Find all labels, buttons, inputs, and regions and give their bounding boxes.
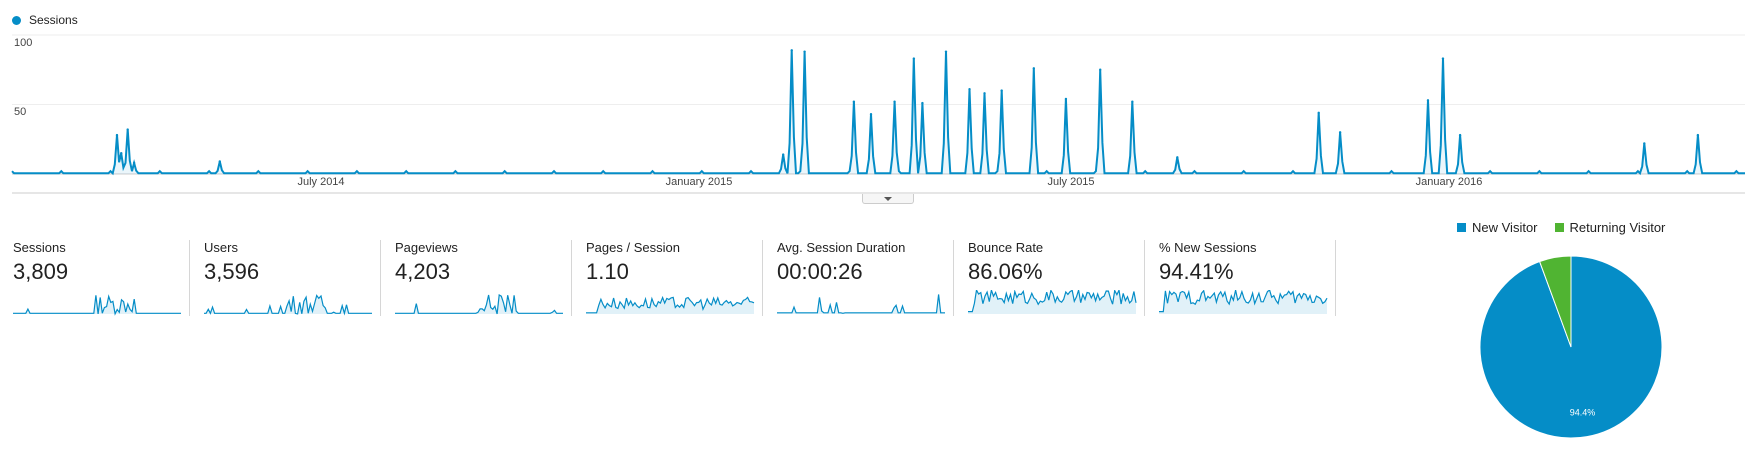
chevron-down-icon <box>884 196 892 201</box>
sessions-point <box>1099 68 1102 71</box>
pie-data-label: 94.4% <box>1570 408 1596 418</box>
sessions-point <box>983 92 986 95</box>
sessions-sparkline <box>13 294 181 316</box>
sessions-point <box>781 153 785 156</box>
sparkline-line <box>395 294 563 315</box>
metric-label: Bounce Rate <box>968 240 1044 255</box>
sessions-point <box>790 49 793 52</box>
sparkline-line <box>13 294 181 316</box>
sessions-point <box>1317 111 1320 115</box>
metric-divider <box>571 240 572 316</box>
x-tick-january-2015: January 2015 <box>665 176 733 188</box>
metric-bounce-rate[interactable]: Bounce Rate 86.06% <box>955 240 1145 316</box>
metric-sessions[interactable]: Sessions 3,809 <box>0 240 190 316</box>
sessions-point <box>1643 142 1646 145</box>
metric-pages-per-session[interactable]: Pages / Session 1.10 <box>573 240 763 316</box>
sessions-point <box>1176 156 1179 159</box>
sessions-point <box>1032 67 1036 70</box>
pie-legend-new-visitor[interactable]: New Visitor <box>1457 220 1538 235</box>
sessions-point <box>852 100 856 103</box>
y-tick-50: 50 <box>14 106 27 118</box>
new-sessions-sparkline <box>1159 290 1328 314</box>
pie-legend-returning-visitor[interactable]: Returning Visitor <box>1554 220 1666 235</box>
sessions-point <box>132 161 136 165</box>
sessions-point <box>115 133 119 137</box>
sessions-point <box>1441 57 1445 60</box>
new-visitor-label: New Visitor <box>1472 220 1538 235</box>
metric-value: 3,809 <box>13 259 69 284</box>
metric-divider <box>380 240 381 316</box>
chart-legend: Sessions <box>12 13 78 27</box>
sparkline-area <box>777 294 945 314</box>
sessions-point <box>921 101 924 105</box>
sparkline-line <box>586 295 755 314</box>
pie-legend: New Visitor Returning Visitor <box>1457 220 1682 235</box>
sessions-point <box>803 50 806 53</box>
sessions-point <box>218 160 221 163</box>
pageviews-sparkline <box>395 294 563 315</box>
y-tick-100: 100 <box>14 37 33 49</box>
metric-label: Pageviews <box>395 240 458 255</box>
sparkline-line <box>204 294 372 316</box>
sessions-point <box>944 50 948 53</box>
expand-chart-button[interactable] <box>862 194 914 204</box>
metric-divider <box>189 240 190 316</box>
pages-per-session-sparkline <box>586 295 755 314</box>
metric-value: 86.06% <box>968 259 1043 284</box>
x-tick-july-2014: July 2014 <box>297 176 345 188</box>
metric-pageviews[interactable]: Pageviews 4,203 <box>382 240 572 316</box>
metric-label: Users <box>204 240 238 255</box>
metric-avg-session-duration[interactable]: Avg. Session Duration 00:00:26 <box>764 240 954 316</box>
metric-divider <box>1144 240 1145 316</box>
sessions-point <box>126 128 129 131</box>
metric-value: 94.41% <box>1159 259 1234 284</box>
sessions-point <box>1338 131 1342 134</box>
sessions-point <box>912 57 916 60</box>
sessions-legend-label: Sessions <box>29 13 78 27</box>
metric-value: 4,203 <box>395 259 451 284</box>
users-sparkline <box>204 294 372 316</box>
metric-label: Pages / Session <box>586 240 680 255</box>
sessions-point <box>120 151 123 155</box>
metric-label: Sessions <box>13 240 66 255</box>
sessions-point <box>1131 100 1134 103</box>
x-tick-january-2016: January 2016 <box>1415 176 1483 188</box>
visitor-type-pie-chart: 94.4% <box>1479 255 1663 439</box>
sparkline-area <box>586 297 754 314</box>
sessions-point <box>1696 133 1700 137</box>
sparkline-line <box>968 290 1137 313</box>
sessions-point <box>893 100 896 103</box>
sessions-point <box>1426 99 1430 102</box>
returning-visitor-swatch <box>1554 223 1564 232</box>
metric-value: 00:00:26 <box>777 259 863 284</box>
sparkline-line <box>1159 290 1328 313</box>
sessions-point <box>1064 97 1068 101</box>
pie-slice-returning-visitor[interactable] <box>1538 255 1572 348</box>
sessions-area <box>12 50 1745 174</box>
returning-visitor-label: Returning Visitor <box>1569 220 1666 235</box>
sessions-point <box>1000 89 1003 92</box>
sessions-point <box>968 88 971 91</box>
sessions-point <box>1458 133 1462 137</box>
sparkline-line <box>777 294 945 314</box>
metric-label: % New Sessions <box>1159 240 1257 255</box>
avg-session-duration-sparkline <box>777 294 945 314</box>
sessions-point <box>869 113 873 116</box>
sessions-line-chart <box>11 34 1745 194</box>
metric-users[interactable]: Users 3,596 <box>191 240 381 316</box>
metric-value: 3,596 <box>204 259 260 284</box>
metric-value: 1.10 <box>586 259 629 284</box>
sessions-legend-marker <box>12 15 21 25</box>
metric-divider <box>762 240 763 316</box>
sessions-line <box>11 50 1745 176</box>
bounce-rate-sparkline <box>968 290 1137 314</box>
new-visitor-swatch <box>1457 223 1466 232</box>
metric-divider <box>953 240 954 316</box>
metric-label: Avg. Session Duration <box>777 240 906 255</box>
metric-divider <box>1335 240 1336 316</box>
metric-new-sessions[interactable]: % New Sessions 94.41% <box>1146 240 1336 316</box>
x-tick-july-2015: July 2015 <box>1047 176 1095 188</box>
